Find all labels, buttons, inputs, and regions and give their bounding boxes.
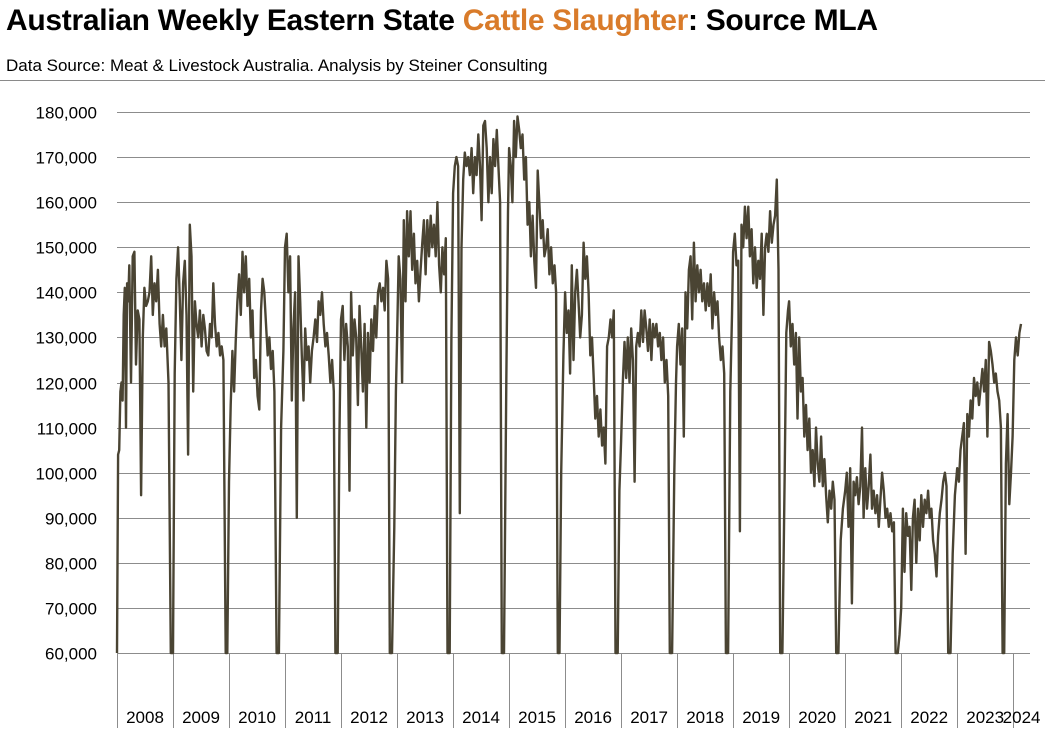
y-tick-label: 130,000 [36,329,97,348]
y-tick-label: 100,000 [36,465,97,484]
y-axis-ticks: 180,000 170,000 160,000 150,000 140,000 130,0… [36,104,97,664]
y-tick-label: 120,000 [36,375,97,394]
x-tick-label: 2024 [1003,708,1041,727]
y-tick-label: 110,000 [37,420,97,439]
x-tick-label: 2008 [126,708,164,727]
title-part-2: : Source MLA [687,4,878,37]
y-tick-label: 70,000 [45,600,97,619]
x-tick-label: 2017 [630,708,668,727]
x-tick-label: 2011 [295,708,332,727]
x-tick-label: 2016 [574,708,612,727]
y-tick-label: 160,000 [36,194,97,213]
x-tick-label: 2020 [798,708,836,727]
series-line [115,115,1023,655]
title-highlight: Cattle Slaughter [462,4,689,37]
y-tick-label: 80,000 [45,555,97,574]
x-tick-label: 2010 [238,708,276,727]
series-layer [115,115,1023,655]
chart-title: Australian Weekly Eastern State Cattle S… [6,4,878,38]
y-tick-label: 140,000 [36,284,97,303]
x-tick-label: 2019 [742,708,780,727]
y-tick-label: 150,000 [36,239,97,258]
grid-lines [117,112,1030,654]
y-tick-label: 90,000 [45,510,97,529]
x-tick-label: 2012 [350,708,388,727]
x-tick-label: 2015 [518,708,556,727]
x-tick-label: 2021 [854,708,892,727]
title-part-1: Australian Weekly Eastern State [6,4,463,37]
header-divider [0,80,1045,81]
x-tick-label: 2022 [910,708,948,727]
y-tick-label: 60,000 [45,645,97,664]
x-tick-label: 2014 [462,708,500,727]
x-tick-label: 2018 [686,708,724,727]
x-tick-label: 2009 [182,708,220,727]
x-tick-label: 2013 [406,708,444,727]
x-axis: 2008 2009 2010 2011 2012 2013 2014 2015 2016 2017… [117,653,1041,728]
y-tick-label: 180,000 [36,104,97,123]
x-tick-label: 2023 [966,708,1004,727]
y-tick-label: 170,000 [36,149,97,168]
chart-subtitle: Data Source: Meat & Livestock Australia.… [6,56,548,75]
